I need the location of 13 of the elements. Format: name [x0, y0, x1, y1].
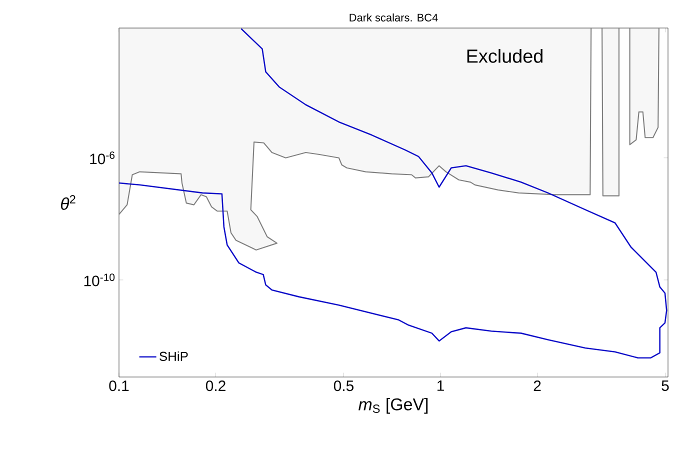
annotation: Excluded: [467, 48, 542, 63]
x-tick-label: 5: [662, 380, 669, 391]
x-tick-label: 2: [534, 380, 541, 391]
x-tick-label: 0.1: [109, 380, 129, 392]
y-axis-title: θ$^{2}$: [60, 195, 76, 210]
x-tick-label: 0.2: [206, 380, 226, 392]
x-axis-title: m$_{S}$ [GeV]: [358, 398, 428, 414]
y-tick-label: 10$^{-6}$: [90, 152, 115, 164]
x-tick-label: 1: [438, 380, 444, 391]
y-tick-label: 10$^{-10}$: [84, 274, 115, 286]
legend-label: SHiP: [160, 351, 188, 361]
chart-title: Dark scalars. BC4: [350, 13, 438, 22]
x-tick-label: 0.5: [334, 380, 354, 392]
